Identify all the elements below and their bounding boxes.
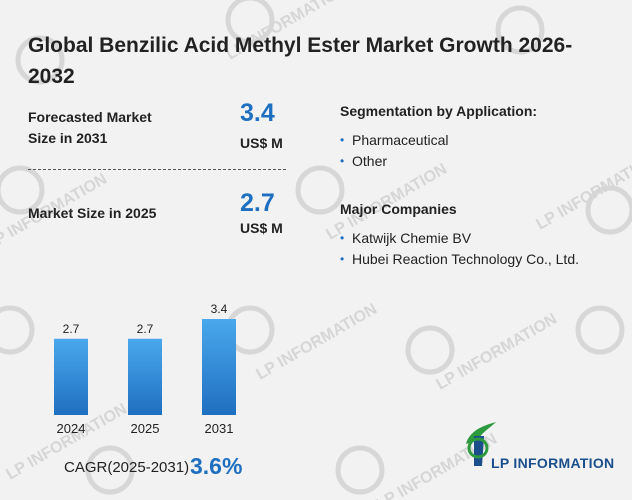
forecast-unit: US$ M xyxy=(240,135,283,151)
forecast-value: 3.4 xyxy=(240,99,275,127)
data-label: 2.7 xyxy=(137,322,154,336)
bar-2024 xyxy=(54,338,88,415)
list-item: • Other xyxy=(340,151,449,172)
x-tick-label: 2024 xyxy=(57,421,86,436)
companies-list: • Katwijk Chemie BV • Hubei Reaction Techn… xyxy=(340,228,579,270)
segmentation-list: • Pharmaceutical • Other xyxy=(340,130,449,172)
data-label: 3.4 xyxy=(211,302,228,316)
page-title: Global Benzilic Acid Methyl Ester Market… xyxy=(28,34,573,88)
current-unit: US$ M xyxy=(240,220,283,236)
bullet-icon: • xyxy=(340,231,345,245)
cagr-label: CAGR(2025-2031) xyxy=(64,459,190,476)
list-item: • Katwijk Chemie BV xyxy=(340,228,579,249)
bar-2031 xyxy=(202,319,236,415)
current-value: 2.7 xyxy=(240,189,275,217)
x-tick-label: 2031 xyxy=(205,421,234,436)
companies-heading: Major Companies xyxy=(340,201,457,217)
x-tick-label: 2025 xyxy=(131,421,160,436)
bar-2025 xyxy=(128,338,162,415)
bullet-icon: • xyxy=(340,154,345,168)
list-item: • Hubei Reaction Technology Co., Ltd. xyxy=(340,249,579,270)
list-item: • Pharmaceutical xyxy=(340,130,449,151)
current-label: Market Size in 2025 xyxy=(28,205,157,221)
bullet-icon: • xyxy=(340,133,345,147)
data-label: 2.7 xyxy=(63,322,80,336)
segmentation-heading: Segmentation by Application: xyxy=(340,103,538,119)
logo-text: LP INFORMATION xyxy=(491,455,615,471)
cagr-value: 3.6% xyxy=(190,453,243,479)
logo-icon xyxy=(466,422,496,466)
forecast-label: Forecasted Market Size in 2031 xyxy=(28,109,152,146)
bullet-icon: • xyxy=(340,252,345,266)
divider xyxy=(28,169,286,170)
